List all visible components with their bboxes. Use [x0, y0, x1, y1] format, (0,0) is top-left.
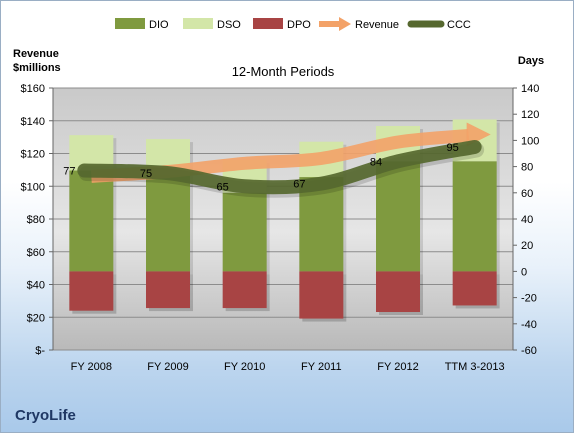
- legend-swatch: [183, 18, 213, 29]
- legend-label: CCC: [447, 19, 471, 31]
- right-axis-tick-label: 20: [521, 240, 533, 252]
- dpo-bar: [299, 271, 344, 319]
- right-axis-tick-label: -40: [521, 319, 537, 331]
- ccc-data-label: 95: [447, 142, 459, 154]
- left-axis-tick-label: $140: [21, 116, 45, 128]
- right-axis-tick-label: 40: [521, 214, 533, 226]
- right-axis-tick-label: -20: [521, 293, 537, 305]
- left-axis-tick-label: $120: [21, 149, 45, 161]
- category-label: TTM 3-2013: [445, 361, 505, 373]
- right-axis-title: Days: [518, 55, 544, 67]
- chart-title: 12-Month Periods: [232, 64, 335, 79]
- legend-swatch-arrowhead: [339, 17, 351, 31]
- right-axis-tick-label: 0: [521, 266, 527, 278]
- right-axis-tick-label: 140: [521, 83, 539, 95]
- ccc-line: [77, 139, 482, 195]
- dio-bar: [146, 174, 190, 272]
- category-label: FY 2010: [224, 361, 265, 373]
- right-axis-tick-label: -60: [521, 345, 537, 357]
- right-axis-tick-label: 100: [521, 135, 539, 147]
- left-axis-tick-label: $-: [35, 345, 45, 357]
- left-axis-tick-label: $80: [27, 214, 45, 226]
- dpo-bar: [222, 271, 267, 309]
- company-name: CryoLife: [15, 407, 76, 424]
- ccc-data-label: 65: [217, 181, 229, 193]
- right-axis-tick-label: 60: [521, 188, 533, 200]
- left-axis-tick-label: $100: [21, 181, 45, 193]
- category-label: FY 2009: [147, 361, 188, 373]
- legend-label: DIO: [149, 19, 169, 31]
- dpo-bar: [376, 271, 420, 313]
- dio-bar: [299, 177, 344, 272]
- legend-label: Revenue: [355, 19, 399, 31]
- legend-swatch: [253, 18, 283, 29]
- left-axis-title: Revenue: [13, 48, 59, 60]
- left-axis-tick-label: $40: [27, 280, 45, 292]
- dio-bar: [376, 161, 420, 272]
- dpo-bar: [146, 271, 190, 309]
- ccc-data-label: 67: [293, 179, 305, 191]
- right-axis-tick-label: 80: [521, 162, 533, 174]
- ccc-data-label: 84: [370, 156, 382, 168]
- dio-bar: [452, 161, 497, 272]
- category-label: FY 2011: [301, 361, 342, 373]
- legend-label: DSO: [217, 19, 241, 31]
- left-axis-tick-label: $160: [21, 83, 45, 95]
- right-axis-tick-label: 120: [521, 109, 539, 121]
- ccc-data-label: 75: [140, 168, 152, 180]
- legend-label: DPO: [287, 19, 311, 31]
- left-axis-tick-label: $60: [27, 247, 45, 259]
- ccc-data-label: 77: [63, 166, 75, 178]
- dio-bar: [69, 170, 114, 272]
- category-label: FY 2008: [71, 361, 112, 373]
- left-axis-title: $millions: [13, 62, 61, 74]
- dpo-bar: [452, 271, 497, 306]
- legend-swatch: [115, 18, 145, 29]
- dio-bar: [222, 192, 267, 272]
- category-label: FY 2012: [377, 361, 418, 373]
- dpo-bar: [69, 271, 114, 311]
- left-axis-tick-label: $20: [27, 312, 45, 324]
